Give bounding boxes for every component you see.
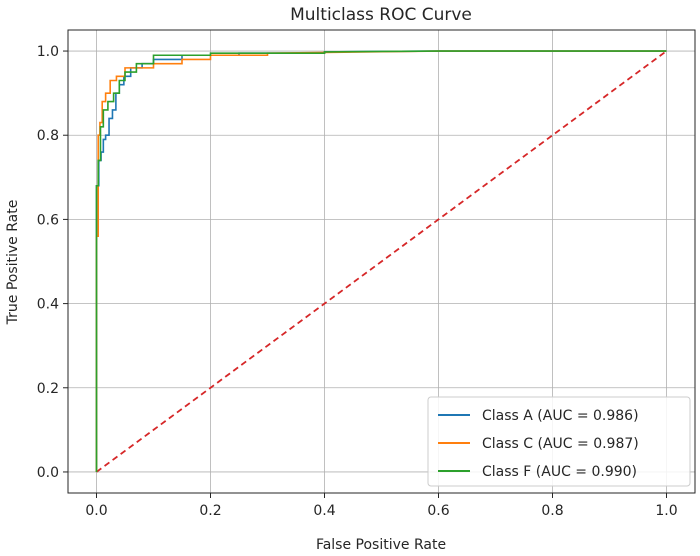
legend-box — [427, 396, 691, 487]
x-ticks: 0.0 0.2 0.4 0.6 0.8 1.0 — [85, 493, 678, 519]
y-ticks: 0.0 0.2 0.4 0.6 0.8 1.0 — [37, 44, 68, 481]
x-tick-label: 0.6 — [427, 503, 449, 519]
y-tick-label: 0.8 — [37, 128, 59, 144]
x-tick-label: 0.8 — [541, 503, 563, 519]
x-tick-label: 0.4 — [313, 503, 335, 519]
legend-label-class-f: Class F (AUC = 0.990) — [482, 464, 637, 480]
chart-title: Multiclass ROC Curve — [290, 5, 472, 25]
y-tick-label: 0.6 — [37, 212, 59, 228]
roc-line-class-f — [95, 50, 667, 472]
legend: Class A (AUC = 0.986) Class C (AUC = 0.9… — [427, 396, 691, 487]
y-axis-label: True Positive Rate — [5, 200, 21, 326]
grid — [68, 30, 695, 493]
x-tick-label: 1.0 — [655, 503, 677, 519]
chance-line-layer — [95, 50, 668, 473]
legend-label-class-a: Class A (AUC = 0.986) — [482, 408, 639, 424]
x-axis-label: False Positive Rate — [316, 537, 446, 553]
legend-label-class-c: Class C (AUC = 0.987) — [482, 436, 639, 452]
y-tick-label: 0.4 — [37, 297, 59, 313]
y-tick-label: 0.0 — [37, 465, 59, 481]
plot-frame — [67, 29, 696, 494]
y-tick-label: 0.2 — [37, 381, 59, 397]
x-tick-label: 0.2 — [199, 503, 221, 519]
x-tick-label: 0.0 — [85, 503, 107, 519]
chance-diagonal-line — [95, 50, 668, 473]
y-tick-label: 1.0 — [37, 44, 59, 60]
series-layer — [95, 50, 667, 472]
